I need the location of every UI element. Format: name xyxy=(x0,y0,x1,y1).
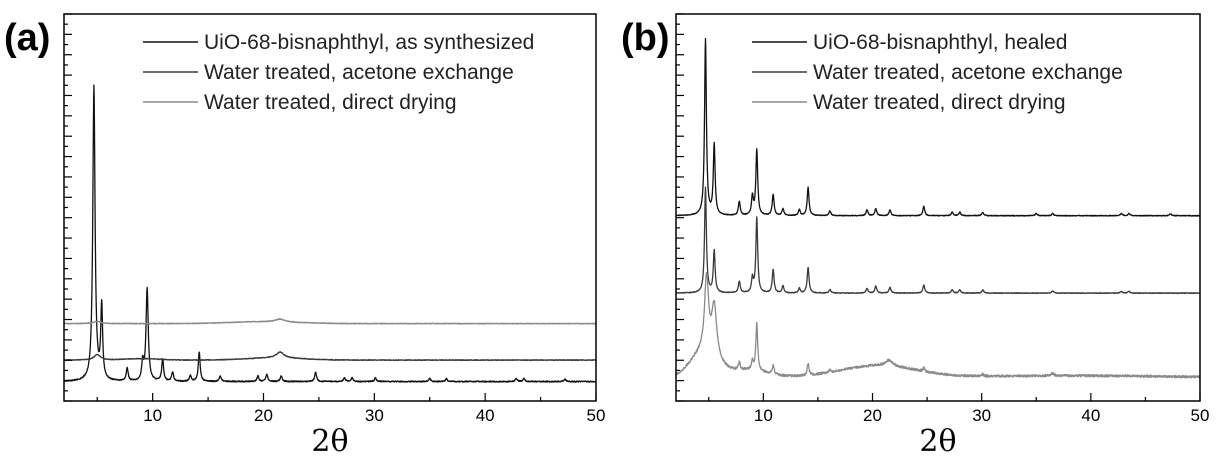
panel-a: (a) 10 20 30 40 50 2θ UiO-68-bisnaphthyl, as sy… xyxy=(4,13,606,458)
series-line-2 xyxy=(676,186,1200,295)
x-axis-title: 2θ xyxy=(311,424,348,458)
legend-entry: Water treated, direct drying xyxy=(813,91,1066,114)
legend-entry: UiO-68-bisnaphthyl, as synthesized xyxy=(204,31,534,54)
x-tick-label: 10 xyxy=(143,406,162,425)
series-line-1 xyxy=(64,84,596,383)
series-line-3 xyxy=(676,271,1200,379)
x-tick-label: 20 xyxy=(254,406,273,425)
legend-entry: Water treated, acetone exchange xyxy=(813,61,1123,84)
x-tick-label: 40 xyxy=(476,406,495,425)
series-line-3 xyxy=(64,318,596,325)
panel-label: (b) xyxy=(621,17,670,59)
panel-label: (a) xyxy=(4,17,50,59)
panel-b: (b) 10 20 30 40 50 2θ UiO-68-bisnaphthyl, heale… xyxy=(621,13,1210,458)
series-line-2 xyxy=(64,351,596,362)
legend-entry: UiO-68-bisnaphthyl, healed xyxy=(813,31,1067,54)
x-axis-title: 2θ xyxy=(919,424,956,458)
legend: UiO-68-bisnaphthyl, healed Water treated,… xyxy=(752,31,1123,114)
plot-area xyxy=(64,84,596,383)
x-tick-label: 40 xyxy=(1081,406,1100,425)
series-line-1 xyxy=(676,37,1200,217)
x-tick-label: 30 xyxy=(972,406,991,425)
x-tick-label: 10 xyxy=(754,406,773,425)
x-tick-label: 20 xyxy=(863,406,882,425)
x-tick-label: 50 xyxy=(1191,406,1210,425)
legend: UiO-68-bisnaphthyl, as synthesized Water … xyxy=(143,31,534,114)
plot-area xyxy=(676,37,1200,379)
legend-entry: Water treated, acetone exchange xyxy=(204,61,514,84)
x-tick-label: 30 xyxy=(365,406,384,425)
x-tick-label: 50 xyxy=(587,406,606,425)
legend-entry: Water treated, direct drying xyxy=(204,91,457,114)
